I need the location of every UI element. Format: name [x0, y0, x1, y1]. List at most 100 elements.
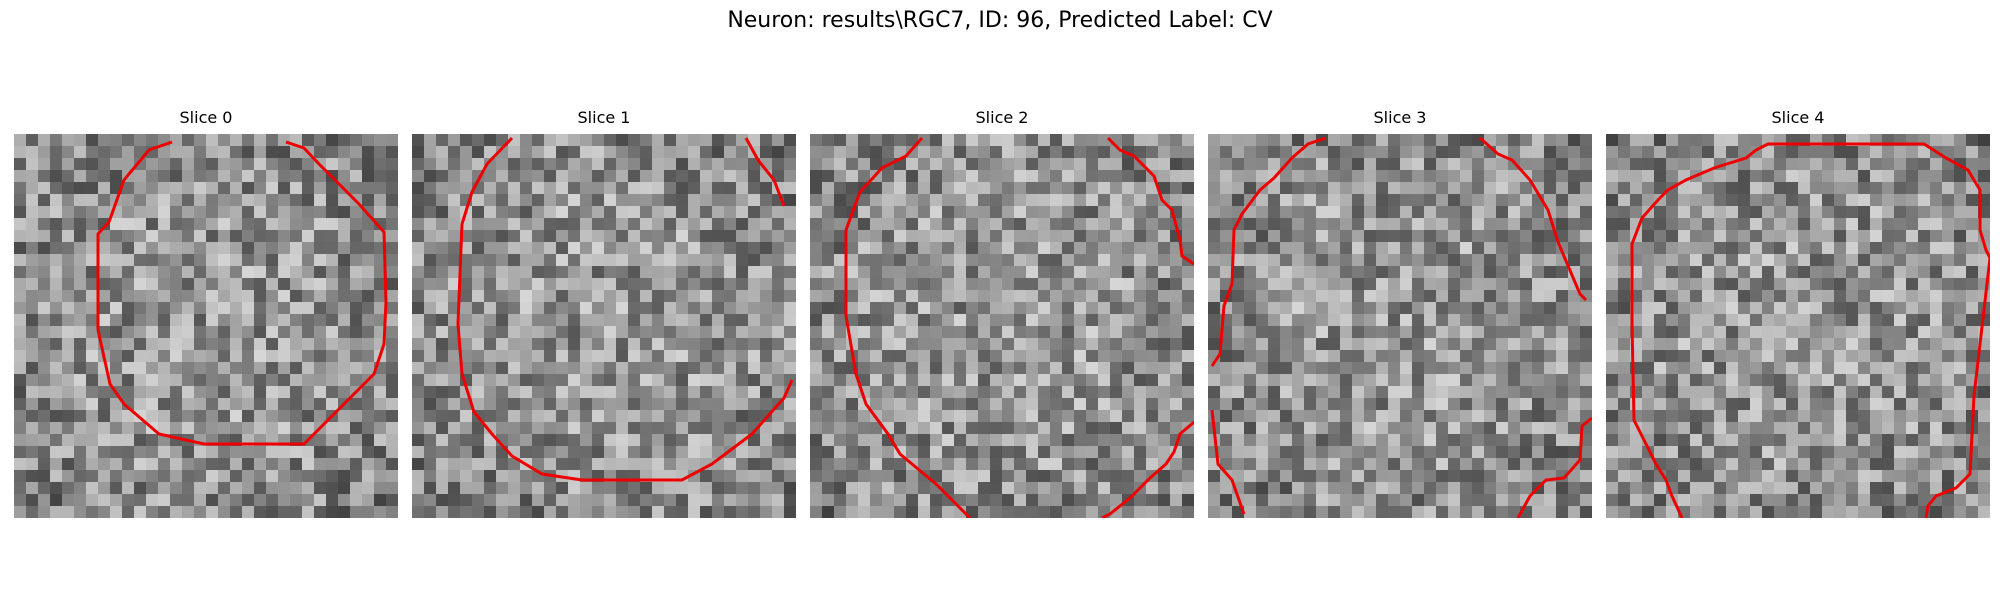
- image-pixel: [1918, 242, 1930, 254]
- image-pixel: [50, 458, 62, 470]
- image-pixel: [122, 350, 134, 362]
- image-pixel: [1244, 458, 1256, 470]
- image-pixel: [134, 458, 146, 470]
- image-pixel: [568, 458, 580, 470]
- image-pixel: [1232, 254, 1244, 266]
- image-pixel: [1038, 278, 1050, 290]
- image-pixel: [1376, 506, 1388, 518]
- image-pixel: [194, 482, 206, 494]
- image-pixel: [1146, 134, 1158, 146]
- image-pixel: [1400, 206, 1412, 218]
- image-pixel: [26, 206, 38, 218]
- image-pixel: [1954, 374, 1966, 386]
- image-pixel: [1364, 302, 1376, 314]
- image-pixel: [278, 446, 290, 458]
- image-pixel: [1244, 338, 1256, 350]
- image-pixel: [1062, 206, 1074, 218]
- image-pixel: [1364, 410, 1376, 422]
- image-pixel: [1050, 398, 1062, 410]
- image-pixel: [736, 170, 748, 182]
- image-pixel: [906, 134, 918, 146]
- image-pixel: [1412, 398, 1424, 410]
- image-pixel: [1400, 146, 1412, 158]
- image-pixel: [1098, 206, 1110, 218]
- image-pixel: [1460, 314, 1472, 326]
- image-pixel: [424, 470, 436, 482]
- image-pixel: [1678, 302, 1690, 314]
- image-pixel: [1532, 302, 1544, 314]
- image-pixel: [266, 362, 278, 374]
- image-pixel: [448, 458, 460, 470]
- image-pixel: [712, 290, 724, 302]
- image-pixel: [74, 410, 86, 422]
- image-pixel: [98, 302, 110, 314]
- image-pixel: [1618, 278, 1630, 290]
- image-pixel: [712, 326, 724, 338]
- image-pixel: [870, 290, 882, 302]
- image-pixel: [448, 470, 460, 482]
- image-pixel: [266, 158, 278, 170]
- image-pixel: [1376, 410, 1388, 422]
- image-pixel: [424, 146, 436, 158]
- image-pixel: [556, 374, 568, 386]
- image-pixel: [1424, 254, 1436, 266]
- image-pixel: [1146, 410, 1158, 422]
- image-pixel: [628, 506, 640, 518]
- image-pixel: [1110, 326, 1122, 338]
- image-pixel: [1678, 206, 1690, 218]
- image-pixel: [1014, 386, 1026, 398]
- image-pixel: [1726, 326, 1738, 338]
- image-pixel: [38, 350, 50, 362]
- image-pixel: [122, 458, 134, 470]
- image-pixel: [1966, 290, 1978, 302]
- image-pixel: [1846, 170, 1858, 182]
- image-pixel: [1182, 218, 1194, 230]
- image-pixel: [38, 194, 50, 206]
- image-pixel: [930, 146, 942, 158]
- image-pixel: [338, 218, 350, 230]
- image-pixel: [1352, 410, 1364, 422]
- image-pixel: [362, 230, 374, 242]
- image-pixel: [182, 374, 194, 386]
- image-pixel: [1606, 146, 1618, 158]
- image-pixel: [1918, 314, 1930, 326]
- image-pixel: [62, 314, 74, 326]
- image-pixel: [604, 374, 616, 386]
- image-pixel: [568, 158, 580, 170]
- image-pixel: [760, 134, 772, 146]
- image-pixel: [314, 446, 326, 458]
- image-pixel: [460, 242, 472, 254]
- image-pixel: [484, 422, 496, 434]
- image-pixel: [86, 446, 98, 458]
- image-pixel: [1436, 302, 1448, 314]
- image-pixel: [1232, 242, 1244, 254]
- image-pixel: [1460, 146, 1472, 158]
- image-pixel: [1256, 278, 1268, 290]
- image-pixel: [326, 494, 338, 506]
- image-pixel: [350, 290, 362, 302]
- image-pixel: [1690, 410, 1702, 422]
- image-pixel: [906, 146, 918, 158]
- image-pixel: [110, 494, 122, 506]
- image-pixel: [870, 470, 882, 482]
- image-pixel: [1918, 434, 1930, 446]
- image-pixel: [604, 314, 616, 326]
- image-pixel: [954, 458, 966, 470]
- image-pixel: [194, 146, 206, 158]
- image-pixel: [966, 350, 978, 362]
- image-pixel: [1810, 386, 1822, 398]
- image-pixel: [604, 218, 616, 230]
- image-pixel: [1038, 170, 1050, 182]
- image-pixel: [1472, 182, 1484, 194]
- image-pixel: [1292, 206, 1304, 218]
- image-pixel: [1906, 314, 1918, 326]
- image-pixel: [1364, 326, 1376, 338]
- image-pixel: [206, 242, 218, 254]
- image-pixel: [496, 266, 508, 278]
- image-pixel: [520, 362, 532, 374]
- image-pixel: [760, 350, 772, 362]
- image-pixel: [412, 242, 424, 254]
- image-pixel: [870, 446, 882, 458]
- image-pixel: [1050, 158, 1062, 170]
- image-pixel: [1098, 158, 1110, 170]
